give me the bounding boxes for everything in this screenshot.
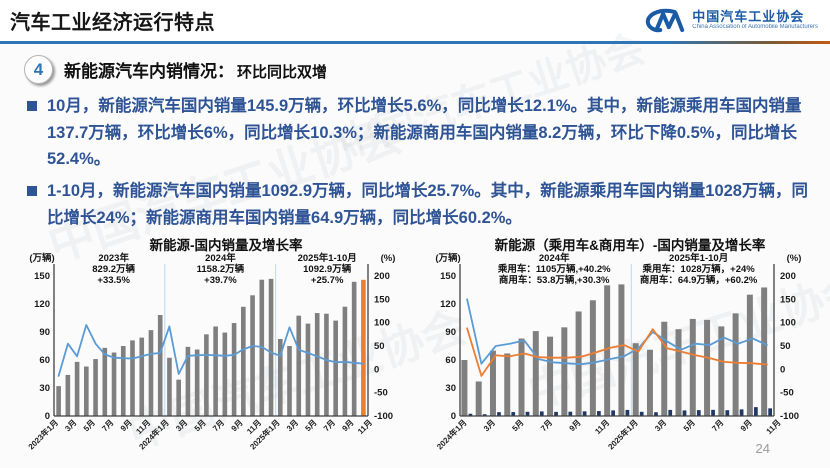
svg-text:9月: 9月 [568,418,583,433]
svg-text:2023年1月: 2023年1月 [26,417,60,451]
svg-text:1092.9万辆: 1092.9万辆 [303,263,352,275]
svg-text:60: 60 [39,355,50,366]
bullet-text: 10月，新能源汽车国内销量145.9万辆，环比增长5.6%，同比增长12.1%。… [47,97,802,169]
svg-text:5月: 5月 [510,418,525,433]
svg-text:2025年1-10月: 2025年1-10月 [298,252,357,264]
svg-text:30: 30 [445,383,456,394]
bullet-item-jan-oct: 1-10月，新能源汽车国内销量1092.9万辆，同比增长25.7%。其中，新能源… [27,178,816,231]
svg-text:3月: 3月 [174,418,189,433]
svg-text:829.2万辆: 829.2万辆 [92,263,135,275]
chart-nev-pv-cv-sales-plot: 0 30 60 90 120 150 -100 -50 0 50 100 150 200 (万辆) (%) 2… [434,252,802,451]
svg-text:(%): (%) [787,253,802,264]
section-number-badge: 4 [24,55,53,84]
svg-text:9月: 9月 [739,418,754,433]
svg-text:90: 90 [445,327,456,338]
page-title: 汽车工业经济运行特点 [10,12,215,34]
svg-text:3月: 3月 [63,418,78,433]
chart-title: 新能源-国内销量及增长率 [149,238,303,253]
svg-text:7月: 7月 [322,418,337,433]
svg-text:150: 150 [34,271,50,282]
svg-text:7月: 7月 [211,418,226,433]
svg-text:-50: -50 [374,388,388,399]
svg-text:9月: 9月 [119,418,134,433]
svg-text:150: 150 [374,294,390,305]
svg-text:5月: 5月 [193,418,208,433]
caam-logo: 中国汽车工业协会 China Association of Automobile… [644,8,818,34]
svg-text:(万辆): (万辆) [435,252,460,264]
svg-text:-100: -100 [780,411,799,422]
header: 汽车工业经济运行特点 中国汽车工业协会 China Association of… [0,0,830,41]
bullet-square-icon [27,101,37,111]
logo-org-name-cn: 中国汽车工业协会 [692,9,805,25]
svg-text:2024年1月: 2024年1月 [434,417,468,451]
svg-text:2023年: 2023年 [98,252,129,264]
svg-text:11月: 11月 [356,418,374,436]
svg-text:150: 150 [780,294,796,305]
svg-text:60: 60 [445,355,456,366]
svg-text:0: 0 [374,364,379,375]
svg-text:5月: 5月 [303,418,318,433]
svg-text:+33.5%: +33.5% [97,275,130,286]
chart-nev-pv-cv-sales: 新能源（乘用车&商用车）-国内销量及增长率 0 30 60 90 120 150 -100 -… [430,234,830,468]
svg-text:5月: 5月 [82,418,97,433]
svg-text:90: 90 [39,327,50,338]
svg-text:2025年1-10月: 2025年1-10月 [669,252,728,264]
bullet-item-october: 10月，新能源汽车国内销量145.9万辆，环比增长5.6%，同比增长12.1%。… [27,93,816,173]
svg-text:2024年: 2024年 [539,252,570,264]
svg-text:50: 50 [374,341,385,352]
svg-text:乘用车：1105万辆,+40.2%: 乘用车：1105万辆,+40.2% [497,263,611,275]
svg-text:7月: 7月 [710,418,725,433]
svg-text:3月: 3月 [653,418,668,433]
svg-text:+39.7%: +39.7% [204,275,237,286]
svg-text:7月: 7月 [100,418,115,433]
page-number: 24 [755,441,770,456]
svg-text:3月: 3月 [482,418,497,433]
section-title-main: 新能源汽车内销情况： [64,62,234,81]
svg-text:商用车：53.8万辆,+30.3%: 商用车：53.8万辆,+30.3% [499,274,610,286]
logo-org-name-en: China Association of Automobile Manufact… [692,24,818,31]
slide-body: 中国汽车工业协会 中国汽车工业协会 中国汽车工业协会 中国汽车工业协会 4 新能… [0,26,830,468]
svg-text:2024年: 2024年 [205,252,236,264]
svg-text:商用车：64.9万辆，+60.2%: 商用车：64.9万辆，+60.2% [640,274,758,286]
section-title: 新能源汽车内销情况： 环比同比双增 [64,57,327,82]
chart-nev-domestic-sales-plot: 0 30 60 90 120 150 -100 -50 0 50 100 150 200 (万辆) (%) 2… [26,252,396,451]
svg-text:0: 0 [780,364,785,375]
svg-text:50: 50 [780,341,791,352]
svg-text:200: 200 [374,271,390,282]
svg-text:2025年1月: 2025年1月 [606,417,640,451]
svg-text:100: 100 [780,318,796,329]
caam-logo-icon [646,8,685,32]
svg-text:7月: 7月 [539,418,554,433]
svg-text:0: 0 [451,411,456,422]
caam-logo-text: 中国汽车工业协会 China Association of Automobile… [692,9,818,31]
svg-text:(万辆): (万辆) [29,252,54,264]
header-divider [0,41,830,44]
section-heading: 4 新能源汽车内销情况： 环比同比双增 [24,55,327,84]
svg-text:11月: 11月 [593,418,611,436]
svg-text:-50: -50 [780,388,794,399]
svg-text:30: 30 [39,383,50,394]
svg-text:120: 120 [34,299,50,310]
chart-title: 新能源（乘用车&商用车）-国内销量及增长率 [494,238,766,253]
svg-text:+25.7%: +25.7% [311,275,344,286]
svg-text:9月: 9月 [340,418,355,433]
bullet-square-icon [27,186,37,196]
svg-text:(%): (%) [381,253,396,264]
svg-text:5月: 5月 [682,418,697,433]
svg-text:-100: -100 [374,411,393,422]
svg-text:3月: 3月 [285,418,300,433]
svg-text:0: 0 [45,411,50,422]
svg-text:1158.2万辆: 1158.2万辆 [197,263,245,275]
svg-text:150: 150 [440,271,456,282]
svg-text:乘用车：1028万辆，+24%: 乘用车：1028万辆，+24% [642,263,756,275]
section-title-sub: 环比同比双增 [237,64,328,81]
svg-text:100: 100 [374,318,390,329]
svg-text:120: 120 [440,299,456,310]
svg-text:9月: 9月 [230,418,245,433]
bullet-text: 1-10月，新能源汽车国内销量1092.9万辆，同比增长25.7%。其中，新能源… [47,182,808,227]
chart-nev-domestic-sales: 新能源-国内销量及增长率 0 30 60 90 120 150 -100 -50 0 50 100 1… [24,234,428,468]
svg-text:200: 200 [780,271,796,282]
